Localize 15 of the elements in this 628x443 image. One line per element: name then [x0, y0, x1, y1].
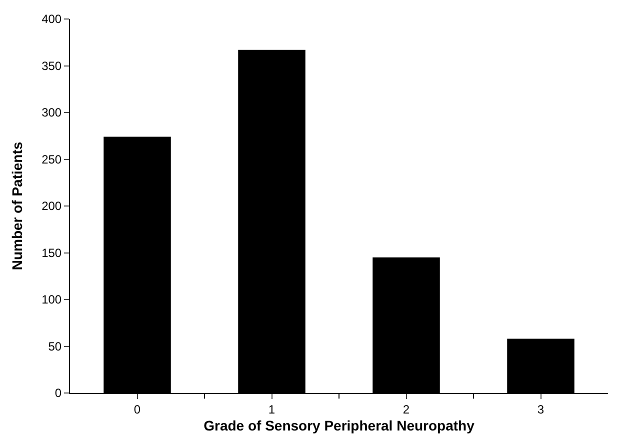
- y-axis-title: Number of Patients: [9, 142, 26, 270]
- y-tick-label: 200: [42, 199, 62, 214]
- y-tick-label: 350: [42, 58, 62, 73]
- y-tick-label: 400: [42, 12, 62, 26]
- x-tick-label: 1: [268, 402, 276, 416]
- x-axis-title: Grade of Sensory Peripheral Neuropathy: [204, 418, 475, 434]
- y-tick-label: 250: [42, 152, 62, 166]
- x-tick-label: 0: [134, 402, 141, 416]
- y-tick-label: 100: [42, 292, 62, 307]
- y-tick-label: 300: [42, 106, 62, 120]
- y-tick-label: 50: [48, 339, 62, 354]
- x-tick-label: 3: [537, 402, 544, 416]
- y-tick-label: 150: [42, 246, 62, 260]
- y-tick-label: 0: [54, 386, 62, 400]
- x-tick-label: 2: [402, 402, 410, 416]
